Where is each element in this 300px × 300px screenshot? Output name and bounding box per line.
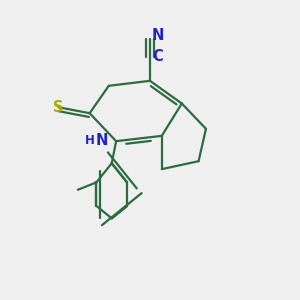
Text: C: C — [152, 49, 163, 64]
Text: H: H — [85, 134, 94, 147]
Text: N: N — [95, 133, 108, 148]
Text: S: S — [53, 100, 64, 115]
Text: N: N — [151, 28, 164, 43]
